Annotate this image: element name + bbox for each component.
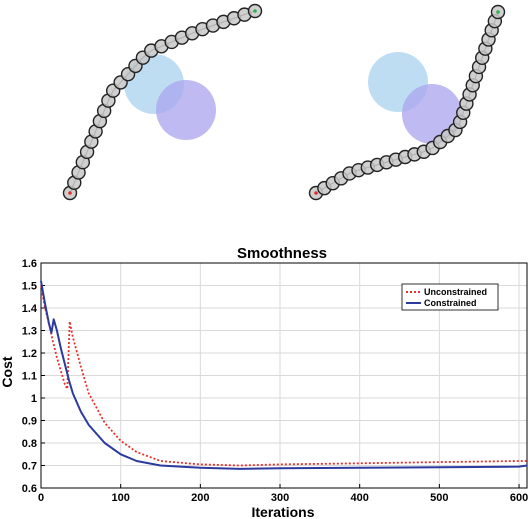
x-tick-label: 500 <box>430 492 448 504</box>
series-line-unconstrained <box>40 285 527 467</box>
robot-arm-right <box>308 4 506 201</box>
x-axis-ticks: 0 100 200 300 400 500 600 <box>38 484 528 504</box>
x-tick-label: 200 <box>191 492 209 504</box>
y-tick-label: 1.4 <box>22 303 38 315</box>
y-tick-label: 0.9 <box>22 416 37 428</box>
y-tick-label: 1 <box>31 393 37 405</box>
goal-marker <box>496 10 500 14</box>
goal-marker <box>253 9 257 13</box>
series-line-constrained <box>40 280 528 470</box>
y-axis-label: Cost <box>0 356 15 387</box>
legend-label-unconstrained: Unconstrained <box>424 287 487 297</box>
legend-box <box>401 283 499 311</box>
y-axis-ticks: 0.6 0.7 0.8 0.9 1 1.1 1.2 1.3 1.4 1.5 1.6 <box>22 258 45 495</box>
x-tick-label: 300 <box>271 492 289 504</box>
y-tick-label: 1.1 <box>22 371 37 383</box>
y-tick-label: 1.2 <box>22 348 37 360</box>
y-tick-label: 0.6 <box>22 483 37 495</box>
y-tick-label: 0.8 <box>22 438 37 450</box>
start-marker <box>314 191 318 195</box>
obstacle-circle-purple <box>156 80 216 140</box>
y-tick-label: 1.5 <box>22 281 37 293</box>
x-tick-label: 100 <box>111 492 129 504</box>
chart-series <box>40 280 528 470</box>
x-tick-label: 0 <box>38 492 44 504</box>
legend-label-constrained: Constrained <box>424 298 477 308</box>
y-tick-label: 1.6 <box>22 258 37 270</box>
x-axis-label: Iterations <box>251 504 314 519</box>
robot-arm-illustration <box>62 3 506 201</box>
y-tick-label: 0.7 <box>22 461 37 473</box>
y-tick-label: 1.3 <box>22 326 37 338</box>
smoothness-chart: Smoothness 0 100 200 300 400 500 600 0.6 0.7 0.8… <box>0 245 528 519</box>
chart-title: Smoothness <box>237 245 327 262</box>
x-tick-label: 400 <box>351 492 369 504</box>
robot-arm-left <box>62 3 263 201</box>
start-marker <box>68 191 72 195</box>
x-tick-label: 600 <box>510 492 528 504</box>
